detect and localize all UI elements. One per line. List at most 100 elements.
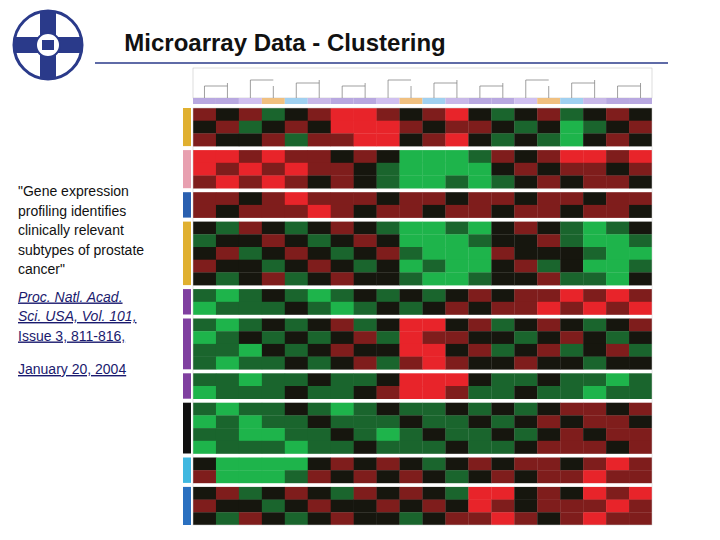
heatmap-cell bbox=[354, 150, 377, 163]
heatmap-cell bbox=[400, 302, 423, 315]
heatmap-cell bbox=[285, 192, 308, 205]
heatmap-cell bbox=[285, 319, 308, 332]
heatmap-cell bbox=[445, 403, 468, 416]
heatmap-cell bbox=[606, 121, 629, 134]
heatmap-cell bbox=[629, 386, 652, 399]
heatmap-cell bbox=[468, 441, 491, 454]
heatmap-cell bbox=[354, 234, 377, 247]
heatmap-cell bbox=[285, 108, 308, 121]
heatmap-cell bbox=[629, 289, 652, 302]
heatmap-cell bbox=[560, 344, 583, 357]
heatmap-cell bbox=[262, 386, 285, 399]
heatmap-cell bbox=[491, 163, 514, 176]
heatmap-cell bbox=[308, 192, 331, 205]
heatmap-cell bbox=[239, 192, 262, 205]
heatmap-cell bbox=[400, 470, 423, 483]
dendrogram-branch bbox=[319, 80, 320, 98]
heatmap-cell bbox=[308, 373, 331, 386]
heatmap-cell bbox=[629, 331, 652, 344]
heatmap-cell bbox=[514, 319, 537, 332]
heatmap-cell bbox=[606, 302, 629, 315]
heatmap-cell bbox=[354, 319, 377, 332]
heatmap-cell bbox=[308, 222, 331, 235]
heatmap-cell bbox=[537, 331, 560, 344]
citation-line: Proc. Natl. Acad. bbox=[18, 289, 123, 305]
heatmap-cell bbox=[193, 133, 216, 146]
heatmap-cell bbox=[239, 470, 262, 483]
heatmap-cell bbox=[239, 319, 262, 332]
heatmap-cell bbox=[354, 331, 377, 344]
heatmap-cell bbox=[491, 108, 514, 121]
heatmap-cell bbox=[400, 319, 423, 332]
heatmap-cell bbox=[629, 121, 652, 134]
heatmap-cell bbox=[400, 512, 423, 525]
heatmap-cell bbox=[537, 500, 560, 513]
heatmap-cell bbox=[331, 222, 354, 235]
heatmap-cell bbox=[606, 319, 629, 332]
heatmap-cell bbox=[629, 428, 652, 441]
heatmap-cell bbox=[262, 331, 285, 344]
heatmap-cell bbox=[400, 403, 423, 416]
title: Microarray Data - Clustering bbox=[124, 29, 445, 56]
heatmap-cell bbox=[491, 192, 514, 205]
heatmap-cell bbox=[193, 458, 216, 471]
heatmap-cell bbox=[216, 121, 239, 134]
heatmap-cell bbox=[514, 357, 537, 370]
heatmap-cell bbox=[629, 108, 652, 121]
heatmap-cell bbox=[629, 176, 652, 189]
heatmap-cell bbox=[537, 247, 560, 260]
heatmap-cell bbox=[285, 500, 308, 513]
dendrogram-branch bbox=[342, 86, 343, 98]
heatmap-cell bbox=[308, 403, 331, 416]
heatmap-cell bbox=[400, 121, 423, 134]
heatmap-cell bbox=[560, 441, 583, 454]
heatmap-cell bbox=[537, 512, 560, 525]
heatmap-cell bbox=[285, 428, 308, 441]
heatmap-cell bbox=[354, 441, 377, 454]
heatmap-cell bbox=[239, 108, 262, 121]
heatmap-cell bbox=[400, 441, 423, 454]
heatmap-cell bbox=[606, 108, 629, 121]
heatmap-cell bbox=[239, 205, 262, 218]
heatmap-cell bbox=[193, 289, 216, 302]
heatmap-cell bbox=[377, 344, 400, 357]
heatmap-cell bbox=[629, 470, 652, 483]
heatmap-cell bbox=[629, 222, 652, 235]
heatmap-cell bbox=[193, 205, 216, 218]
heatmap-cell bbox=[216, 222, 239, 235]
heatmap-cell bbox=[377, 458, 400, 471]
heatmap-cell bbox=[514, 150, 537, 163]
heatmap-cell bbox=[514, 260, 537, 273]
heatmap-cell bbox=[193, 386, 216, 399]
heatmap-cell bbox=[423, 428, 446, 441]
band-sidebar bbox=[183, 373, 191, 398]
dendrogram-branch bbox=[434, 83, 457, 84]
heatmap-cell bbox=[262, 403, 285, 416]
dendrogram-branch bbox=[617, 86, 618, 98]
heatmap-cell bbox=[423, 344, 446, 357]
heatmap-cell bbox=[537, 487, 560, 500]
heatmap-cell bbox=[606, 150, 629, 163]
heatmap-cell bbox=[354, 428, 377, 441]
heatmap-cell bbox=[216, 289, 239, 302]
heatmap-cell bbox=[400, 150, 423, 163]
band-sidebar bbox=[183, 458, 191, 483]
heatmap-cell bbox=[285, 470, 308, 483]
heatmap-cell bbox=[468, 133, 491, 146]
heatmap-cell bbox=[445, 192, 468, 205]
heatmap-cell bbox=[377, 192, 400, 205]
heatmap-cell bbox=[423, 373, 446, 386]
heatmap-cell bbox=[423, 222, 446, 235]
heatmap-cell bbox=[423, 487, 446, 500]
heatmap-cell bbox=[331, 272, 354, 285]
heatmap-cell bbox=[377, 512, 400, 525]
heatmap-cell bbox=[583, 272, 606, 285]
heatmap-cell bbox=[423, 234, 446, 247]
heatmap-cell bbox=[285, 176, 308, 189]
heatmap-cell bbox=[216, 428, 239, 441]
heatmap-cell bbox=[331, 470, 354, 483]
heatmap-cell bbox=[331, 373, 354, 386]
heatmap-cell bbox=[606, 458, 629, 471]
heatmap-cell bbox=[606, 192, 629, 205]
heatmap-cell bbox=[216, 176, 239, 189]
